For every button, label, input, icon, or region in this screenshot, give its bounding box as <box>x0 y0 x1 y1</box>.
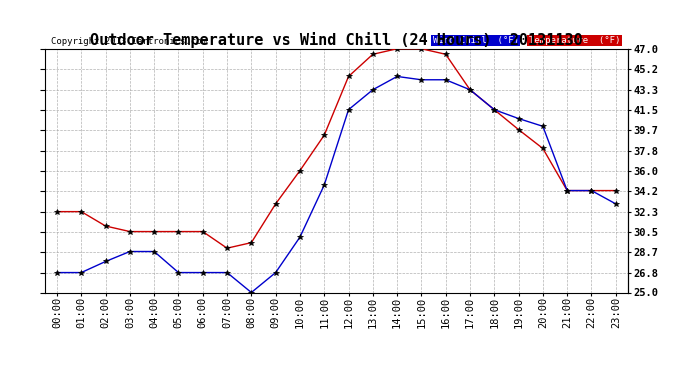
Text: Temperature  (°F): Temperature (°F) <box>529 36 620 45</box>
Text: Wind Chill  (°F): Wind Chill (°F) <box>433 36 519 45</box>
Text: Copyright 2013 Cartronics.com: Copyright 2013 Cartronics.com <box>50 38 206 46</box>
Title: Outdoor Temperature vs Wind Chill (24 Hours)  20131130: Outdoor Temperature vs Wind Chill (24 Ho… <box>90 32 583 48</box>
